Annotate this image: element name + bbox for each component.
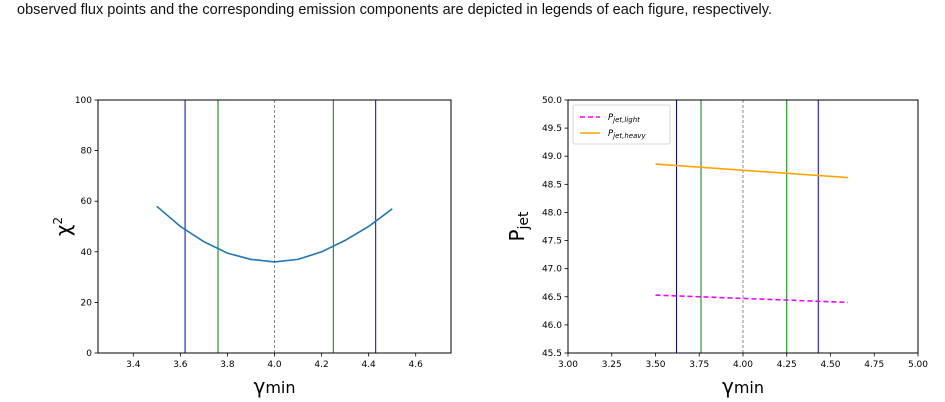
x-tick-label: 3.00: [558, 360, 578, 370]
legend-box: [572, 104, 671, 145]
x-tick-label: 4.0: [267, 360, 282, 370]
chart-2: 3.00 3.25 3.50 3.75 4.00 4.25 4.50 4.75 5.00 45.5…: [505, 96, 928, 398]
x-tick-label: 3.6: [173, 360, 188, 370]
y-tick-label: 60: [81, 197, 93, 207]
x-tick-label: 5.00: [908, 360, 928, 370]
y-tick-label: 20: [81, 298, 93, 308]
series-line-2: [655, 163, 849, 179]
y-tick-label: 80: [81, 147, 93, 157]
y-tick-label: 46.0: [542, 321, 562, 331]
y-tick-label: 100: [75, 96, 92, 106]
y-axis-label: χ2: [51, 217, 75, 236]
series-line-1: [655, 294, 849, 304]
y-tick-label: 47.5: [542, 237, 562, 247]
y-tick-label: 40: [81, 248, 93, 258]
x-tick-label: 3.25: [602, 360, 622, 370]
y-tick-label: 48.0: [542, 208, 562, 218]
x-tick-label: 4.00: [733, 360, 753, 370]
y-tick-label: 49.5: [542, 124, 562, 134]
x-tick-label: 3.4: [126, 360, 141, 370]
y-tick-label: 46.5: [542, 293, 562, 303]
figure-caption: observed flux points and the correspondi…: [0, 0, 945, 26]
x-tick-label: 4.50: [820, 360, 840, 370]
x-tick-label: 3.75: [689, 360, 709, 370]
x-tick-label: 4.25: [777, 360, 797, 370]
caption-text: observed flux points and the correspondi…: [17, 2, 772, 18]
legend: Pjet,light Pjet,heavy: [572, 104, 671, 145]
x-tick-label: 3.50: [645, 360, 665, 370]
x-tick-label: 3.8: [220, 360, 235, 370]
x-axis-label: γmin: [253, 374, 295, 398]
y-tick-label: 48.5: [542, 180, 562, 190]
y-tick-label: 45.5: [542, 349, 562, 359]
y-axis-label: Pjet: [505, 211, 532, 242]
legend-label-1: Pjet,light: [608, 113, 640, 124]
y-tick-label: 50.0: [542, 96, 562, 106]
x-tick-label: 4.2: [314, 360, 328, 370]
legend-label-2: Pjet,heavy: [608, 129, 647, 140]
y-tick-label: 0: [86, 349, 92, 359]
y-tick-label: 49.0: [542, 152, 562, 162]
x-tick-label: 4.75: [864, 360, 884, 370]
x-tick-label: 4.6: [409, 360, 424, 370]
chart-1: 3.4 3.6 3.8 4.0 4.2 4.4 4.6 0 20 40 60 80 100 γmin χ2: [51, 96, 452, 398]
x-tick-label: 4.4: [361, 360, 376, 370]
x-axis-label: γmin: [722, 374, 764, 398]
series-line-1: [156, 205, 393, 263]
y-tick-label: 47.0: [542, 265, 562, 275]
